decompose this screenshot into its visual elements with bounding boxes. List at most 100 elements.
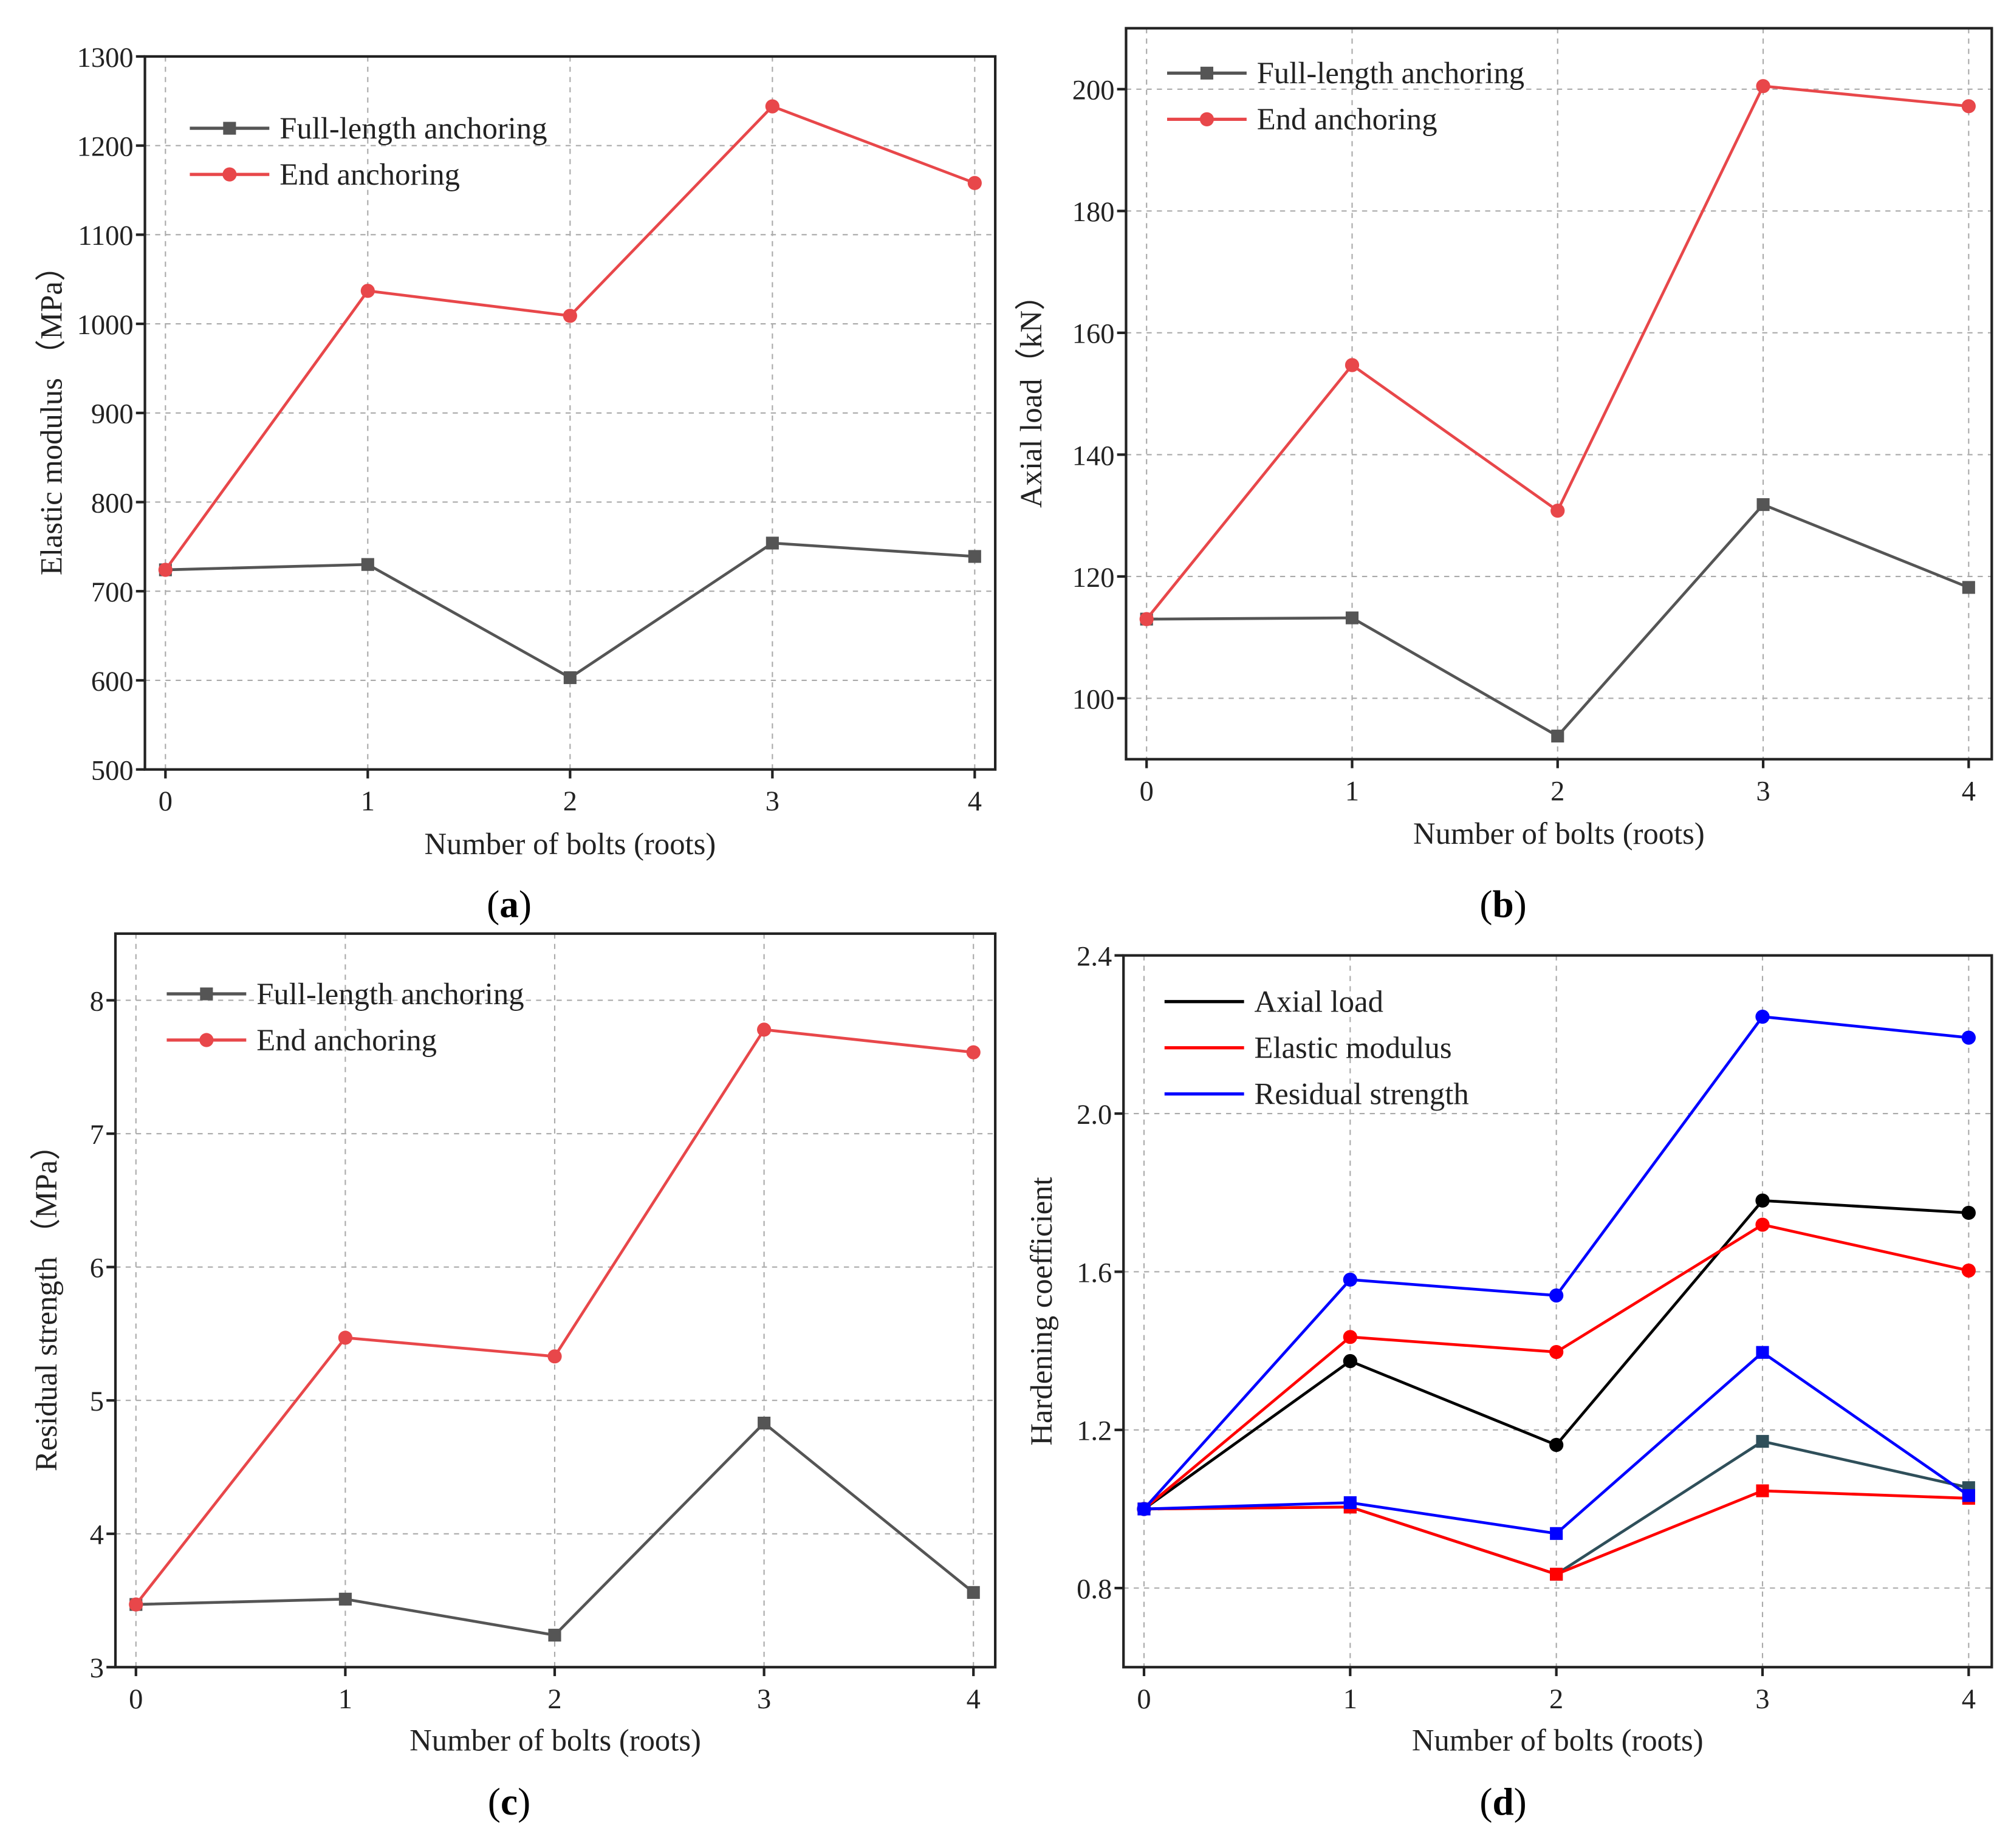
panel-label-letter: d bbox=[1492, 1781, 1513, 1823]
legend-label: Full-length anchoring bbox=[1257, 56, 1524, 90]
legend-label: Full-length anchoring bbox=[256, 977, 524, 1011]
y-tick-label: 700 bbox=[91, 577, 134, 608]
x-tick-label: 1 bbox=[1345, 776, 1359, 807]
plot-frame bbox=[114, 932, 997, 1669]
x-tick-label: 4 bbox=[968, 786, 982, 817]
square-marker bbox=[758, 1416, 771, 1430]
y-tick-label: 7 bbox=[90, 1120, 104, 1151]
y-tick-label: 600 bbox=[91, 666, 134, 697]
circle-marker bbox=[765, 99, 779, 114]
legend: Full-length anchoring End anchoring bbox=[190, 111, 547, 191]
y-tick-label: 0.8 bbox=[1077, 1574, 1112, 1605]
y-tick-label: 900 bbox=[91, 399, 134, 430]
circle-marker bbox=[1961, 99, 1976, 114]
legend-label: Full-length anchoring bbox=[279, 111, 547, 145]
circle-marker bbox=[1550, 504, 1565, 518]
y-tick-label: 3 bbox=[90, 1653, 104, 1684]
square-marker bbox=[1756, 1346, 1769, 1359]
panel-label-close: ) bbox=[518, 1781, 530, 1823]
circle-marker bbox=[338, 1330, 352, 1345]
chart-b: 0 1 2 3 4 100 120 140 160 180 200 Number of bolts (… bbox=[1014, 27, 1993, 925]
y-axis-label: Elastic modulus （MPa） bbox=[34, 250, 68, 575]
square-marker bbox=[766, 536, 779, 550]
legend: Full-length anchoring End anchoring bbox=[1167, 56, 1524, 136]
x-tick-label: 2 bbox=[1549, 1684, 1563, 1715]
series-1 bbox=[1139, 79, 1976, 626]
circle-marker bbox=[158, 563, 173, 577]
y-tick-label: 5 bbox=[90, 1386, 104, 1417]
legend-label: Elastic modulus bbox=[1255, 1031, 1452, 1065]
x-tick-label: 4 bbox=[1962, 1684, 1976, 1715]
circle-marker bbox=[967, 176, 982, 190]
x-tick-label: 0 bbox=[1140, 776, 1154, 807]
circle-marker bbox=[129, 1597, 143, 1612]
legend-label: Residual strength bbox=[1255, 1077, 1469, 1111]
y-tick-label: 1300 bbox=[77, 43, 134, 74]
circle-marker bbox=[1961, 1205, 1976, 1220]
y-tick-label: 1100 bbox=[78, 221, 133, 252]
x-tick-label: 1 bbox=[338, 1684, 352, 1715]
y-tick-label: 2.4 bbox=[1077, 942, 1112, 973]
square-marker bbox=[223, 121, 236, 135]
square-marker bbox=[1756, 1484, 1769, 1497]
legend: Axial load Elastic modulus Residual streng… bbox=[1164, 985, 1469, 1111]
square-marker bbox=[968, 550, 981, 563]
square-marker bbox=[1756, 498, 1770, 512]
square-marker bbox=[361, 558, 374, 571]
x-tick-label: 1 bbox=[361, 786, 375, 817]
y-tick-label: 1200 bbox=[77, 132, 134, 163]
panel-label-letter: c bbox=[501, 1781, 518, 1823]
square-marker bbox=[1550, 1527, 1563, 1540]
square-marker bbox=[200, 987, 213, 1001]
panel-label-open: ( bbox=[488, 1781, 501, 1823]
panel-label-open: ( bbox=[487, 883, 499, 925]
series-1 bbox=[129, 1022, 981, 1612]
circle-marker bbox=[1755, 1009, 1770, 1024]
circle-marker bbox=[1549, 1437, 1564, 1453]
chart-c: 0 1 2 3 4 3 4 5 6 7 8 Number of bolts (roots) Residu… bbox=[29, 932, 997, 1823]
y-tick-label: 200 bbox=[1072, 75, 1115, 106]
circle-marker bbox=[199, 1033, 214, 1047]
circle-marker bbox=[563, 309, 577, 323]
x-tick-label: 3 bbox=[757, 1684, 771, 1715]
y-tick-label: 800 bbox=[91, 488, 134, 519]
panel-label-letter: b bbox=[1492, 883, 1513, 925]
circle-marker bbox=[1343, 1272, 1357, 1287]
x-tick-label: 3 bbox=[766, 786, 779, 817]
circle-marker bbox=[1345, 358, 1360, 372]
square-marker bbox=[1962, 581, 1975, 594]
x-tick-label: 3 bbox=[1756, 776, 1770, 807]
series-1 bbox=[158, 99, 982, 577]
square-marker bbox=[1551, 730, 1564, 743]
square-marker bbox=[563, 671, 577, 685]
legend-label: End anchoring bbox=[1257, 102, 1437, 136]
legend-label: End anchoring bbox=[279, 157, 460, 191]
series-line bbox=[1146, 502, 1970, 738]
panel-label-open: ( bbox=[1479, 883, 1492, 925]
circle-marker bbox=[1343, 1330, 1357, 1344]
circle-marker bbox=[966, 1045, 981, 1059]
panel-label: (b) bbox=[1479, 883, 1526, 925]
panel-label: (a) bbox=[487, 883, 532, 925]
y-axis-label: Axial load（kN） bbox=[1014, 279, 1048, 508]
x-tick-label: 3 bbox=[1755, 1684, 1769, 1715]
x-axis-label: Number of bolts (roots) bbox=[409, 1723, 701, 1757]
plot-frame bbox=[1125, 27, 1993, 761]
y-tick-label: 160 bbox=[1072, 319, 1115, 350]
x-axis-label: Number of bolts (roots) bbox=[1412, 1723, 1704, 1757]
square-marker bbox=[1200, 66, 1213, 80]
legend: Full-length anchoring End anchoring bbox=[166, 977, 524, 1057]
square-marker bbox=[1137, 1502, 1151, 1516]
y-tick-label: 1.6 bbox=[1077, 1258, 1112, 1288]
y-tick-label: 1000 bbox=[77, 310, 134, 341]
y-tick-label: 1.2 bbox=[1077, 1416, 1112, 1447]
y-tick-label: 180 bbox=[1072, 197, 1115, 228]
x-tick-label: 4 bbox=[1962, 776, 1976, 807]
x-tick-label: 0 bbox=[129, 1684, 143, 1715]
x-tick-label: 2 bbox=[563, 786, 577, 817]
y-tick-label: 120 bbox=[1072, 563, 1115, 594]
panel-label-close: ) bbox=[1514, 1781, 1527, 1823]
panel-label: (d) bbox=[1479, 1781, 1526, 1823]
square-marker bbox=[1345, 611, 1359, 625]
circle-marker bbox=[1961, 1030, 1976, 1045]
